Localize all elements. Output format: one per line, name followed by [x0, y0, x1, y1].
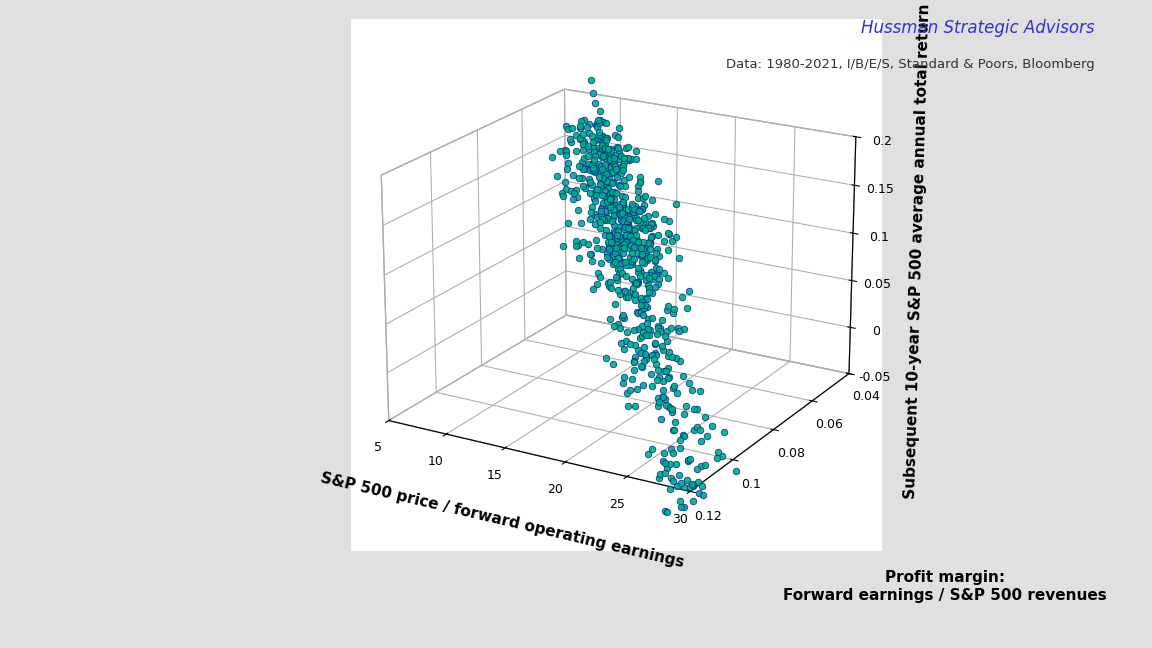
Text: Profit margin:
Forward earnings / S&P 500 revenues: Profit margin: Forward earnings / S&P 50…	[782, 570, 1107, 603]
Text: Hussman Strategic Advisors: Hussman Strategic Advisors	[861, 19, 1094, 38]
Text: Data: 1980-2021, I/B/E/S, Standard & Poors, Bloomberg: Data: 1980-2021, I/B/E/S, Standard & Poo…	[726, 58, 1094, 71]
X-axis label: S&P 500 price / forward operating earnings: S&P 500 price / forward operating earnin…	[319, 470, 685, 570]
